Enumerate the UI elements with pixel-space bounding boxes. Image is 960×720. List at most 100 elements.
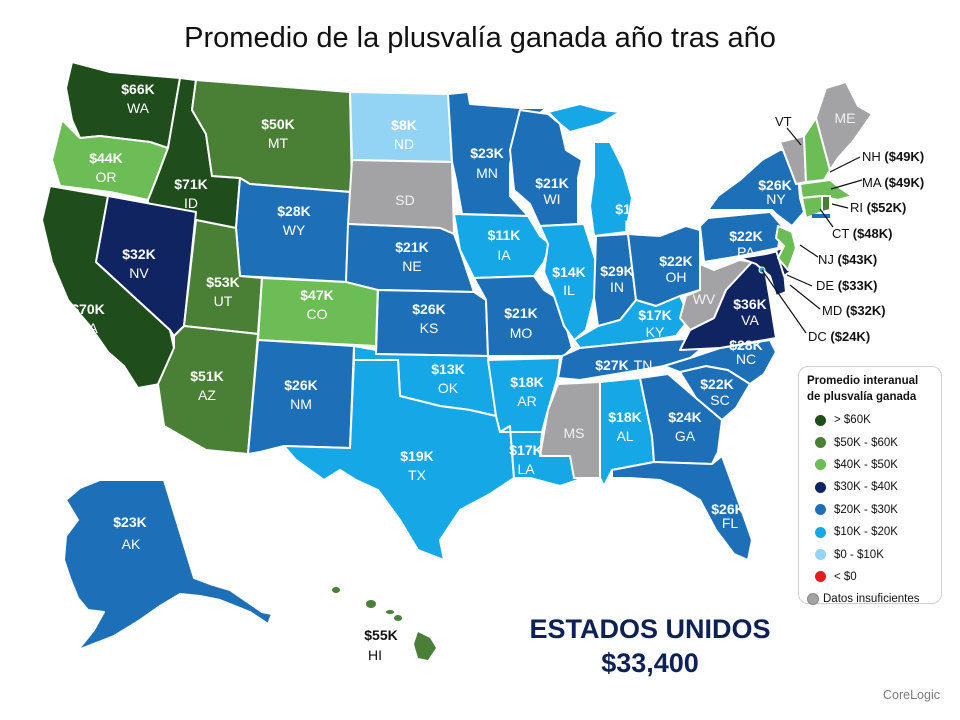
state-NE[interactable] bbox=[345, 223, 475, 293]
legend-title-line1: Promedio interanual bbox=[807, 375, 919, 387]
label-abbr-SC: SC bbox=[710, 392, 729, 408]
label-abbr-WV: WV bbox=[693, 291, 716, 307]
label-value-AR: $18K bbox=[510, 374, 543, 390]
label-abbr-IA: IA bbox=[497, 247, 511, 263]
label-abbr-NC: NC bbox=[736, 351, 756, 367]
label-value-LA: $17K bbox=[509, 442, 542, 458]
label-value-OK: $13K bbox=[431, 361, 464, 377]
label-value-PA: $22K bbox=[729, 228, 762, 244]
state-MI-lower[interactable] bbox=[589, 141, 633, 237]
state-MD[interactable] bbox=[739, 249, 787, 297]
state-NH[interactable] bbox=[803, 117, 831, 183]
callouts: VT NH ($49K) MA ($49K) RI ($52K) CT ($48… bbox=[775, 114, 924, 344]
label-value-HI: $55K bbox=[364, 627, 397, 643]
label-value-KY: $17K bbox=[638, 307, 671, 323]
label-value-ID: $71K bbox=[174, 176, 207, 192]
callout-NH: NH ($49K) bbox=[862, 149, 924, 164]
legend-label: $0 - $10K bbox=[834, 548, 884, 561]
label-abbr-OR: OR bbox=[96, 169, 117, 185]
label-value-NC: $28K bbox=[729, 337, 762, 353]
label-value-MO: $21K bbox=[504, 305, 537, 321]
label-abbr-GA: GA bbox=[675, 428, 696, 444]
national-label: ESTADOS UNIDOS bbox=[529, 614, 771, 644]
label-abbr-KS: KS bbox=[420, 320, 439, 336]
legend-label: $20K - $30K bbox=[834, 503, 898, 516]
legend-title: Promedio interanual de plusvalía ganada bbox=[807, 373, 935, 405]
state-AR[interactable] bbox=[487, 357, 561, 433]
state-AK[interactable] bbox=[63, 479, 273, 651]
callout-CT: CT ($48K) bbox=[832, 226, 892, 241]
source-credit: CoreLogic bbox=[883, 688, 940, 702]
state-TX[interactable] bbox=[283, 359, 515, 561]
label-abbr-WA: WA bbox=[127, 100, 150, 116]
label-abbr-KY: KY bbox=[646, 324, 665, 340]
label-abbr-VA: VA bbox=[741, 312, 759, 328]
label-value-MI: $19K bbox=[615, 201, 648, 217]
state-HI[interactable] bbox=[332, 587, 436, 660]
state-MI[interactable] bbox=[547, 103, 621, 133]
state-WA[interactable] bbox=[65, 61, 181, 149]
legend: Promedio interanual de plusvalía ganada … bbox=[798, 366, 942, 606]
callout-RI: RI ($52K) bbox=[850, 200, 906, 215]
label-abbr-MO: MO bbox=[510, 325, 533, 341]
label-abbr-UT: UT bbox=[214, 293, 233, 309]
label-abbr-AZ: AZ bbox=[198, 387, 216, 403]
label-abbr-AK: AK bbox=[122, 536, 141, 552]
label-value-NM: $26K bbox=[284, 377, 317, 393]
label-abbr-ME: ME bbox=[835, 110, 856, 126]
legend-label: $50K - $60K bbox=[834, 436, 898, 449]
state-GA[interactable] bbox=[639, 373, 723, 465]
label-value-GA: $24K bbox=[668, 409, 701, 425]
legend-item: $10K - $20K bbox=[807, 521, 935, 543]
national-summary: ESTADOS UNIDOS $33,400 bbox=[520, 612, 780, 680]
label-abbr-AL: AL bbox=[616, 428, 633, 444]
legend-label: $40K - $50K bbox=[834, 458, 898, 471]
label-abbr-ID: ID bbox=[184, 195, 198, 211]
label-abbr-CO: CO bbox=[307, 306, 328, 322]
legend-label: Datos insuficientes bbox=[823, 593, 920, 606]
callout-VT: VT bbox=[775, 114, 792, 129]
legend-item: < $0 bbox=[807, 566, 935, 588]
state-RI[interactable] bbox=[821, 195, 831, 213]
label-value-IL: $14K bbox=[552, 264, 585, 280]
legend-dot-icon bbox=[815, 571, 826, 583]
label-value-CA: $70K bbox=[71, 301, 104, 317]
legend-label: < $0 bbox=[834, 570, 857, 583]
label-abbr-OH: OH bbox=[666, 269, 687, 285]
label-value-IN: $29K bbox=[600, 263, 633, 279]
legend-dot-icon bbox=[815, 459, 826, 471]
callout-DC: DC ($24K) bbox=[808, 329, 870, 344]
label-abbr-NE: NE bbox=[402, 258, 421, 274]
label-abbr-MS: MS bbox=[564, 425, 585, 441]
label-value-TN: $27K bbox=[595, 357, 628, 373]
legend-dot-icon bbox=[815, 504, 826, 516]
label-value-OR: $44K bbox=[89, 150, 122, 166]
label-value-CO: $47K bbox=[300, 287, 333, 303]
state-IA[interactable] bbox=[453, 213, 551, 279]
legend-dot-icon bbox=[815, 437, 826, 449]
callout-leaders bbox=[761, 127, 863, 334]
label-abbr-NY: NY bbox=[766, 191, 786, 207]
label-value-IA: $11K bbox=[488, 227, 521, 243]
legend-item: $30K - $40K bbox=[807, 476, 935, 498]
state-NJ[interactable] bbox=[775, 225, 797, 271]
legend-item: > $60K bbox=[807, 409, 935, 431]
label-value-OH: $22K bbox=[659, 253, 692, 269]
legend-dot-icon bbox=[807, 593, 819, 606]
national-value: $33,400 bbox=[601, 648, 699, 678]
label-value-AZ: $51K bbox=[190, 368, 223, 384]
label-abbr-HI: HI bbox=[368, 647, 382, 663]
label-abbr-IN: IN bbox=[610, 279, 624, 295]
label-abbr-NV: NV bbox=[129, 265, 149, 281]
state-NC[interactable] bbox=[663, 339, 777, 385]
label-value-AL: $18K bbox=[608, 409, 641, 425]
state-FL[interactable] bbox=[611, 455, 753, 561]
legend-label: $10K - $20K bbox=[834, 526, 898, 539]
label-abbr-TX: TX bbox=[408, 467, 427, 483]
label-abbr-OK: OK bbox=[438, 380, 459, 396]
state-MO[interactable] bbox=[473, 275, 573, 357]
label-value-SC: $22K bbox=[700, 376, 733, 392]
label-value-MN: $23K bbox=[470, 145, 503, 161]
label-abbr-IL: IL bbox=[563, 282, 575, 298]
state-ME[interactable] bbox=[815, 81, 873, 171]
